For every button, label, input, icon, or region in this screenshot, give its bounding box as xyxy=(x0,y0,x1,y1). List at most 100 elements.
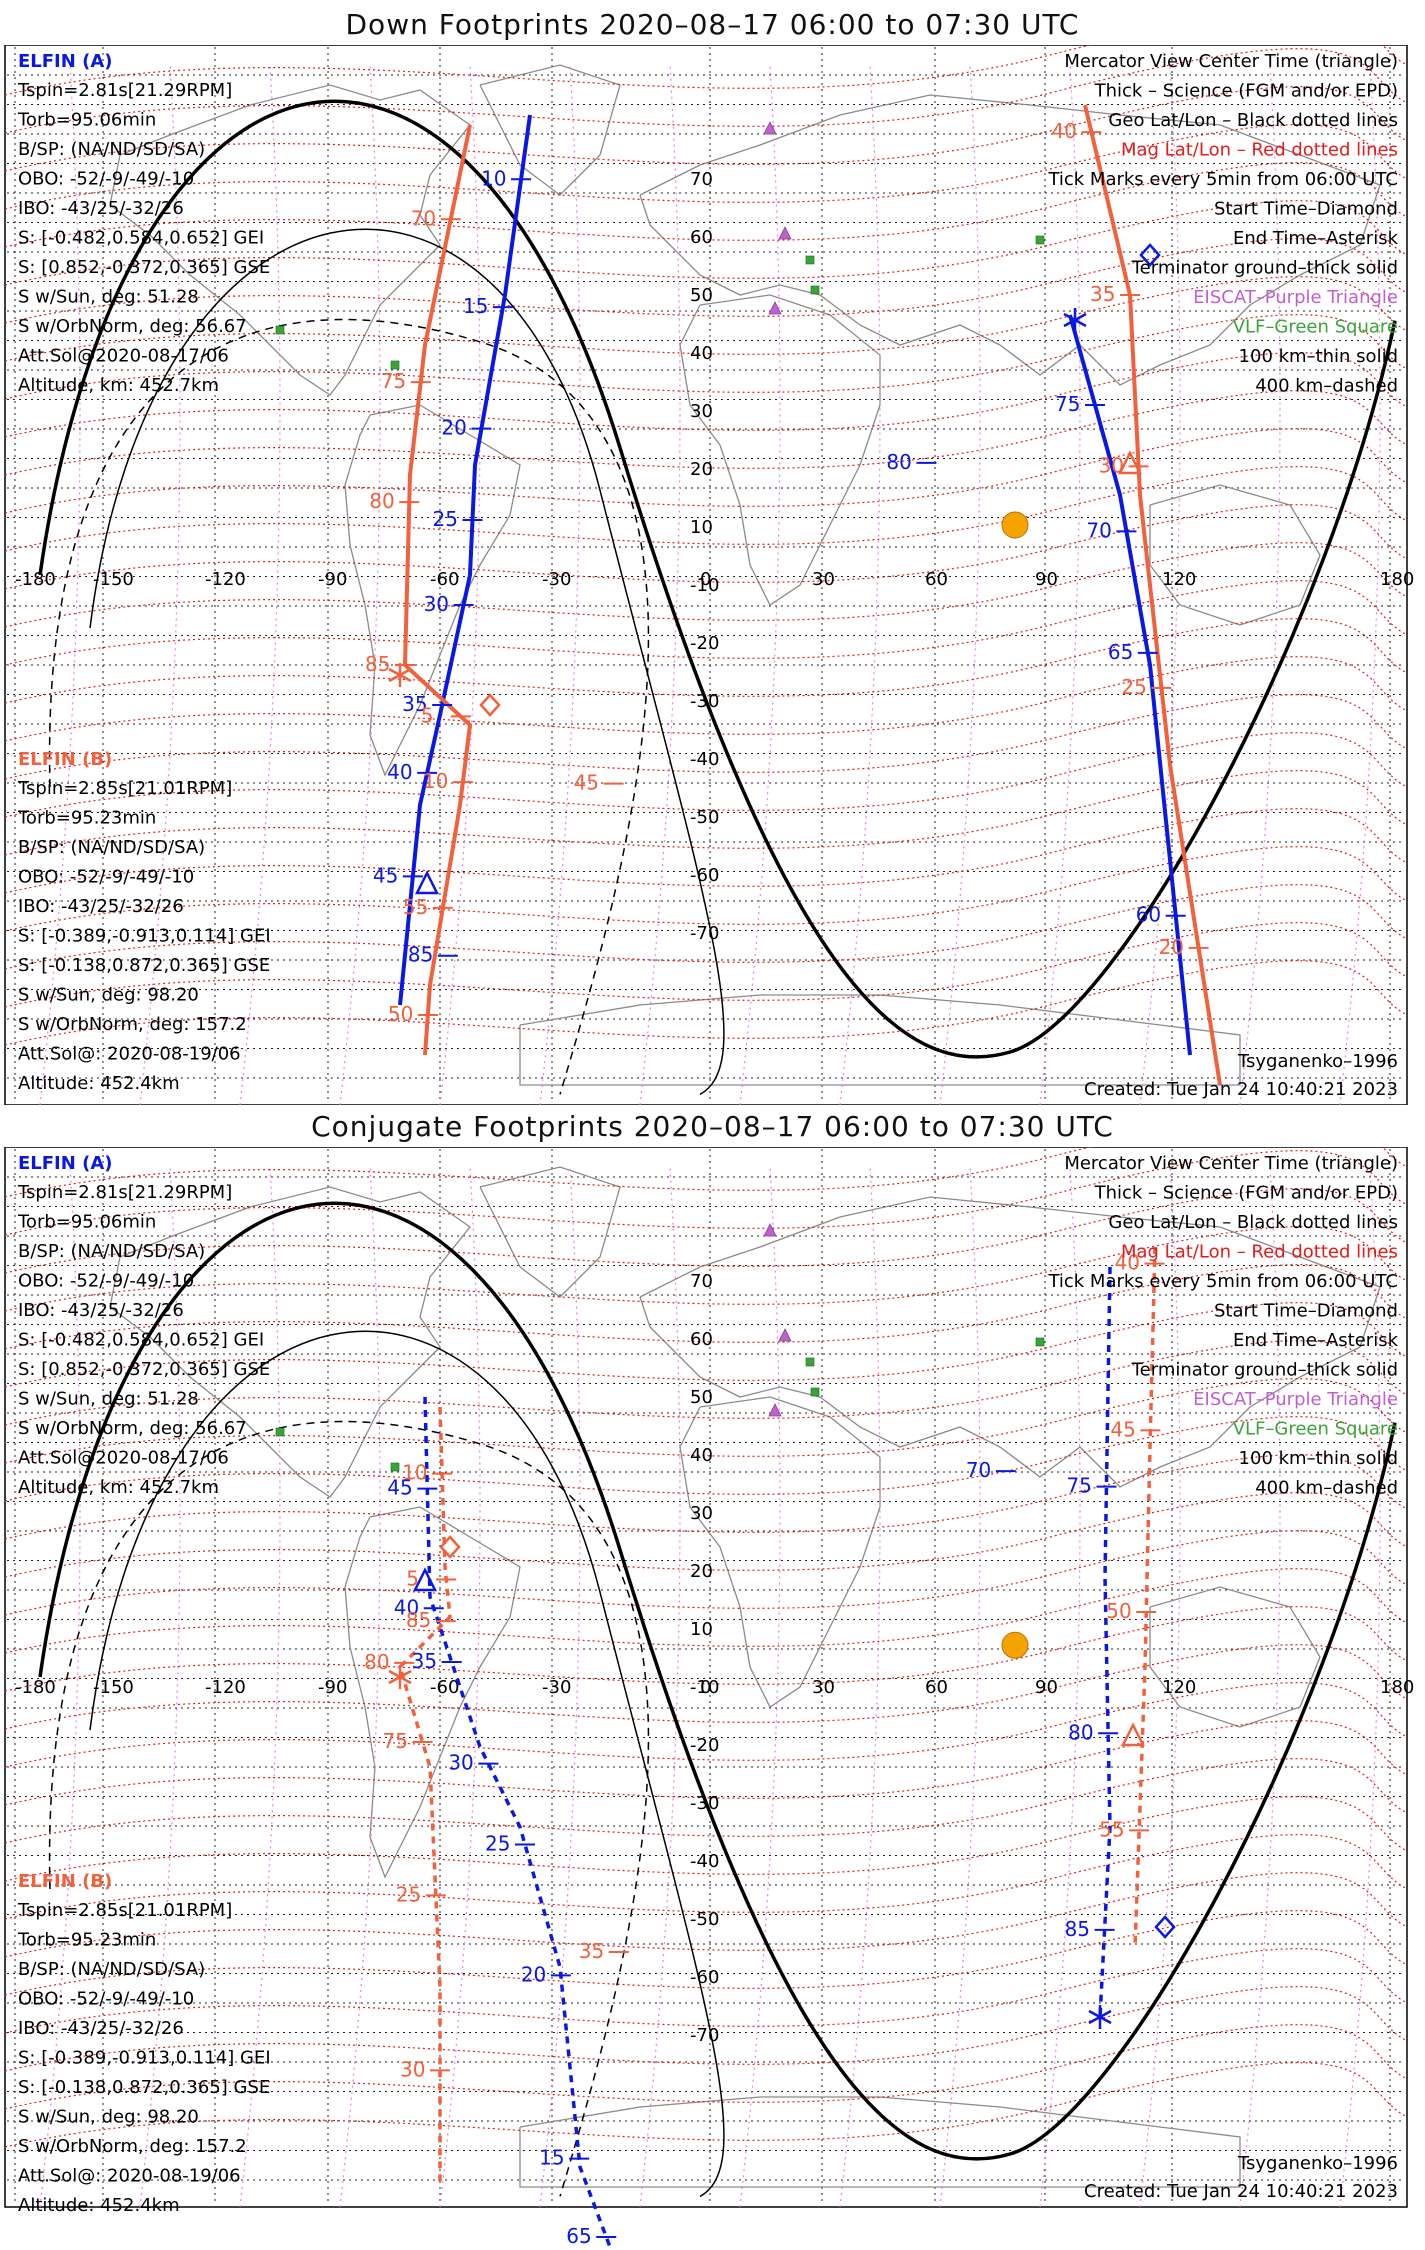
mag-lat-line xyxy=(4,1682,1408,1768)
elfin-a-tick-label: 65 xyxy=(566,2224,591,2247)
legend-item: Mag Lat/Lon – Red dotted lines xyxy=(1121,1242,1398,1263)
legend: Mercator View Center Time (triangle) Thic… xyxy=(1047,51,1398,397)
elfin-a-center-triangle xyxy=(412,1567,438,1592)
elfin-b-tick-label: 50 xyxy=(1106,1599,1131,1623)
elfin-a-tick-label: 85 xyxy=(408,943,433,967)
coastlines xyxy=(109,64,1381,1086)
elfin-a-info-line: IBO: -43/25/-32/26 xyxy=(18,198,184,219)
elfin-b-info-line: Att.Sol@: 2020-08-19/06 xyxy=(18,2166,241,2187)
elfin-b-center-triangle xyxy=(1120,1722,1146,1747)
mag-lat-line xyxy=(4,1910,1408,1996)
elfin-a-tick-label: 10 xyxy=(481,166,506,190)
elfin-a-info-line: S w/Sun, deg: 51.28 xyxy=(18,287,199,308)
mag-lat-line xyxy=(4,656,1408,742)
elfin-a-info-line: OBO: -52/-9/-49/-10 xyxy=(18,169,194,190)
lon-label: -60 xyxy=(430,1677,459,1698)
elfin-a-info-line: Altitude, km: 452.7km xyxy=(18,1477,219,1498)
elfin-b-tick-label: 40 xyxy=(1115,1251,1140,1275)
mag-lat-line xyxy=(4,1147,1408,1198)
mag-lat-line xyxy=(4,124,1408,210)
lon-label: 90 xyxy=(1035,1677,1058,1698)
model-label: Tsyganenko–1996 xyxy=(1237,1051,1398,1072)
mag-lat-line xyxy=(4,45,1408,96)
mag-lat-line xyxy=(4,732,1408,818)
legend-item: Geo Lat/Lon – Black dotted lines xyxy=(1108,110,1398,131)
mag-lat-line xyxy=(4,1378,1408,1464)
lat-label: 30 xyxy=(690,1503,713,1524)
lon-label: -30 xyxy=(542,569,571,590)
elfin-a-tick-label: 30 xyxy=(448,1751,473,1775)
legend-item: 400 km–dashed xyxy=(1255,376,1398,397)
elfin-b-info-line: S: [-0.138,0.872,0.365] GSE xyxy=(18,955,270,976)
geo-grid xyxy=(7,47,1405,1103)
coastline xyxy=(1149,1586,1321,1728)
elfin-a-info-line: S w/OrbNorm, deg: 56.67 xyxy=(18,316,247,337)
legend-item: Start Time–Diamond xyxy=(1214,199,1398,220)
elfin-b-info-line: OBO: -52/-9/-49/-10 xyxy=(18,1989,194,2010)
elfin-b-info-line: Torb=95.23min xyxy=(17,808,156,829)
elfin-a-tick-label: 25 xyxy=(433,507,458,531)
lat-label: 20 xyxy=(690,459,713,480)
lon-label: -90 xyxy=(318,569,347,590)
mag-lat-line xyxy=(4,846,1408,932)
legend-item: Geo Lat/Lon – Black dotted lines xyxy=(1108,1212,1398,1233)
elfin-b-tick-label: 30 xyxy=(400,2057,425,2081)
elfin-a-info-line: IBO: -43/25/-32/26 xyxy=(18,1300,184,1321)
lat-label: 70 xyxy=(690,1271,713,1292)
elfin-b-end-asterisk xyxy=(388,1665,412,1689)
legend-item: VLF–Green Square xyxy=(1233,1419,1398,1440)
elfin-a-tick-label: 75 xyxy=(1066,1474,1091,1498)
elfin-b-info: ELFIN (B) Tspin=2.85s[21.01RPM] Torb=95.23… xyxy=(17,749,271,1094)
elfin-b-info-line: B/SP: (NA/ND/SD/SA) xyxy=(18,1959,205,1980)
mag-lat-line xyxy=(4,1530,1408,1616)
elfin-a-info-line: S w/Sun, deg: 51.28 xyxy=(18,1389,199,1410)
elfin-a-info-line: S: [-0.482,0.584,0.652] GEI xyxy=(18,1330,264,1351)
elfin-a-tick-label: 70 xyxy=(966,1458,991,1482)
mag-lat-line xyxy=(4,694,1408,780)
mag-lat-line xyxy=(4,1986,1408,2072)
elfin-b-info: ELFIN (B) Tspin=2.85s[21.01RPM] Torb=95.23… xyxy=(17,1871,271,2216)
elfin-a-info-line: S: [0.852,-0.372,0.365] GSE xyxy=(18,257,270,278)
lon-label: 0 xyxy=(700,1677,711,1698)
vlf-square xyxy=(805,255,815,265)
lon-label: -90 xyxy=(318,1677,347,1698)
panel-title-conjugate: Conjugate Footprints 2020–08–17 06:00 to… xyxy=(311,1110,1114,1143)
legend: Mercator View Center Time (triangle) Thic… xyxy=(1047,1153,1398,1499)
lon-label: 0 xyxy=(700,569,711,590)
lon-label: -120 xyxy=(205,1677,246,1698)
elfin-b-tick-label: 25 xyxy=(396,1882,421,1906)
elfin-b-tick-label: 10 xyxy=(402,1461,427,1485)
lat-label: -70 xyxy=(690,2025,719,2046)
eiscat-triangle xyxy=(763,121,777,135)
mag-lat-line xyxy=(4,1796,1408,1882)
elfin-a-tick-label: 80 xyxy=(886,450,911,474)
elfin-b-info-line: IBO: -43/25/-32/26 xyxy=(18,2018,184,2039)
lon-label: 60 xyxy=(925,569,948,590)
elfin-a-track xyxy=(423,1266,1112,2247)
mag-lat-line xyxy=(4,1416,1408,1502)
elfin-b-tick-label: 55 xyxy=(1099,1817,1124,1841)
elfin-b-tick-label: 5 xyxy=(421,703,434,727)
coastline xyxy=(344,404,521,777)
mag-lat-line xyxy=(4,200,1408,286)
elfin-b-track xyxy=(402,104,1222,1086)
elfin-a-tick-label: 40 xyxy=(387,760,412,784)
elfin-b-tick-label: 20 xyxy=(1159,935,1184,959)
elfin-b-track-west xyxy=(402,124,473,1056)
elfin-b-tick-label: 80 xyxy=(369,489,394,513)
elfin-a-name: ELFIN (A) xyxy=(18,51,112,72)
conjugate-footprints-map: -180 -150 -120 -90 -60 -30 0 30 60 90 120 180 70 60 50… xyxy=(4,1147,1414,2247)
elfin-b-info-line: Tspin=2.85s[21.01RPM] xyxy=(17,778,232,799)
coastline xyxy=(109,1186,471,1498)
elfin-b-info-line: IBO: -43/25/-32/26 xyxy=(18,896,184,917)
lat-label: 40 xyxy=(690,343,713,364)
lat-label: -60 xyxy=(690,1967,719,1988)
lon-label: 180 xyxy=(1380,569,1414,590)
geo-grid xyxy=(7,1149,1405,2205)
elfin-b-info-line: S w/Sun, deg: 98.20 xyxy=(18,2107,199,2128)
elfin-b-track xyxy=(398,1246,1157,2187)
elfin-b-tick-label: 10 xyxy=(423,769,448,793)
elfin-a-track-east xyxy=(1098,1266,1112,2018)
coastline xyxy=(519,994,1241,1086)
elfin-a-end-asterisk-stroke xyxy=(1063,312,1087,328)
